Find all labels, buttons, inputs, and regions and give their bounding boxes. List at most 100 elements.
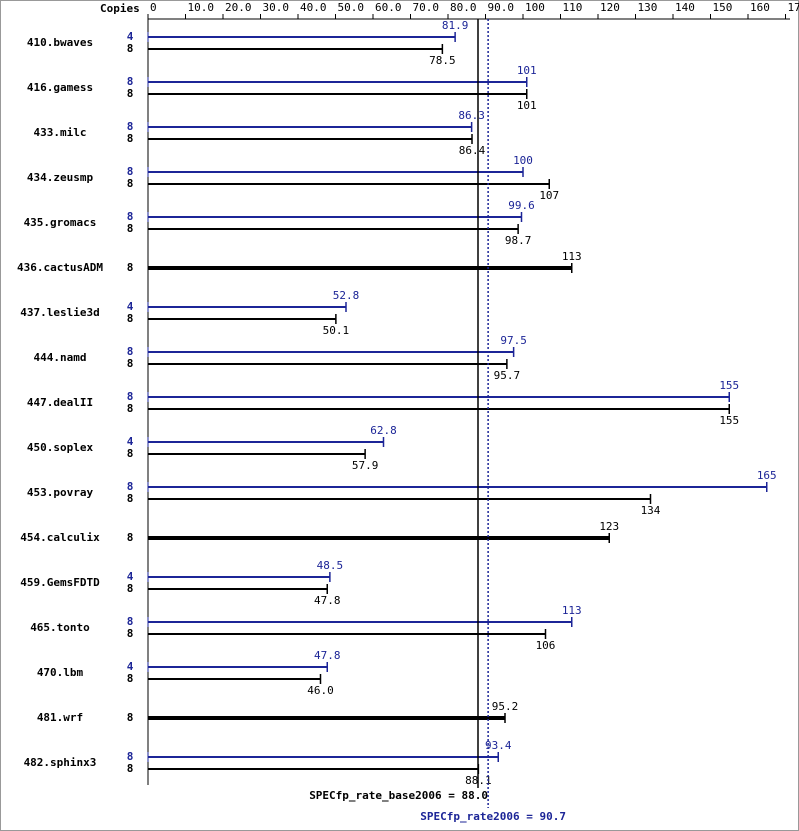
value-label: 113	[562, 604, 582, 617]
value-label: 50.1	[323, 324, 350, 337]
x-tick-label: 0	[150, 1, 157, 14]
copies: 4	[127, 570, 134, 583]
copies: 8	[127, 87, 134, 100]
x-tick-label: 70.0	[413, 1, 440, 14]
copies: 8	[127, 177, 134, 190]
copies: 8	[127, 672, 134, 685]
copies: 4	[127, 660, 134, 673]
value-label: 123	[599, 520, 619, 533]
x-tick-label: 120	[600, 1, 620, 14]
x-tick-label: 150	[713, 1, 733, 14]
copies: 8	[127, 531, 134, 544]
x-tick-label: 80.0	[450, 1, 477, 14]
copies: 8	[127, 210, 134, 223]
value-label: 95.2	[492, 700, 519, 713]
benchmark-name: 482.sphinx3	[24, 756, 97, 769]
value-label: 97.5	[500, 334, 527, 347]
x-tick-label: 90.0	[488, 1, 515, 14]
value-label: 86.3	[458, 109, 485, 122]
x-tick-label: 140	[675, 1, 695, 14]
value-label: 78.5	[429, 54, 456, 67]
value-label: 46.0	[307, 684, 334, 697]
benchmark-name: 436.cactusADM	[17, 261, 103, 274]
copies: 8	[127, 762, 134, 775]
value-label: 106	[536, 639, 556, 652]
benchmark-name: 416.gamess	[27, 81, 93, 94]
x-tick-label: 60.0	[375, 1, 402, 14]
benchmark-name: 481.wrf	[37, 711, 83, 724]
value-label: 93.4	[485, 739, 512, 752]
copies: 8	[127, 750, 134, 763]
value-label: 47.8	[314, 649, 341, 662]
x-tick-label: 160	[750, 1, 770, 14]
x-tick-label: 130	[638, 1, 658, 14]
copies: 8	[127, 390, 134, 403]
value-label: 101	[517, 64, 537, 77]
copies: 8	[127, 480, 134, 493]
x-tick-label: 110	[563, 1, 583, 14]
value-label: 165	[757, 469, 777, 482]
x-tick-label: 20.0	[225, 1, 252, 14]
value-label: 52.8	[333, 289, 360, 302]
benchmark-name: 454.calculix	[20, 531, 100, 544]
value-label: 86.4	[459, 144, 486, 157]
copies: 8	[127, 615, 134, 628]
copies: 8	[127, 132, 134, 145]
copies: 8	[127, 627, 134, 640]
x-tick-label: 170	[788, 1, 799, 14]
benchmark-name: 453.povray	[27, 486, 94, 499]
benchmark-name: 437.leslie3d	[20, 306, 99, 319]
copies: 8	[127, 261, 134, 274]
copies: 4	[127, 300, 134, 313]
copies: 8	[127, 582, 134, 595]
benchmark-name: 433.milc	[34, 126, 87, 139]
x-tick-label: 50.0	[338, 1, 365, 14]
copies: 8	[127, 447, 134, 460]
copies: 8	[127, 357, 134, 370]
value-label: 101	[517, 99, 537, 112]
value-label: 57.9	[352, 459, 379, 472]
value-label: 113	[562, 250, 582, 263]
value-label: 48.5	[317, 559, 344, 572]
benchmark-name: 459.GemsFDTD	[20, 576, 100, 589]
x-tick-label: 30.0	[263, 1, 290, 14]
copies: 8	[127, 222, 134, 235]
copies: 8	[127, 42, 134, 55]
copies: 8	[127, 75, 134, 88]
reference-label: SPECfp_rate_base2006 = 88.0	[309, 789, 488, 802]
copies-header: Copies	[100, 2, 140, 15]
copies: 8	[127, 492, 134, 505]
benchmark-name: 444.namd	[34, 351, 87, 364]
value-label: 62.8	[370, 424, 397, 437]
copies: 8	[127, 402, 134, 415]
value-label: 95.7	[494, 369, 521, 382]
copies: 8	[127, 711, 134, 724]
value-label: 99.6	[508, 199, 535, 212]
value-label: 107	[539, 189, 559, 202]
benchmark-name: 465.tonto	[30, 621, 90, 634]
value-label: 155	[719, 379, 739, 392]
value-label: 81.9	[442, 19, 469, 32]
benchmark-name: 434.zeusmp	[27, 171, 94, 184]
reference-label: SPECfp_rate2006 = 90.7	[420, 810, 566, 823]
value-label: 134	[641, 504, 661, 517]
value-label: 155	[719, 414, 739, 427]
benchmark-name: 447.dealII	[27, 396, 93, 409]
copies: 8	[127, 312, 134, 325]
x-tick-label: 40.0	[300, 1, 327, 14]
benchmark-name: 450.soplex	[27, 441, 94, 454]
x-tick-label: 100	[525, 1, 545, 14]
value-label: 100	[513, 154, 533, 167]
value-label: 47.8	[314, 594, 341, 607]
copies: 8	[127, 120, 134, 133]
copies: 4	[127, 435, 134, 448]
copies: 8	[127, 345, 134, 358]
benchmark-name: 435.gromacs	[24, 216, 97, 229]
copies: 4	[127, 30, 134, 43]
benchmark-name: 470.lbm	[37, 666, 84, 679]
x-tick-label: 10.0	[188, 1, 215, 14]
benchmark-name: 410.bwaves	[27, 36, 93, 49]
